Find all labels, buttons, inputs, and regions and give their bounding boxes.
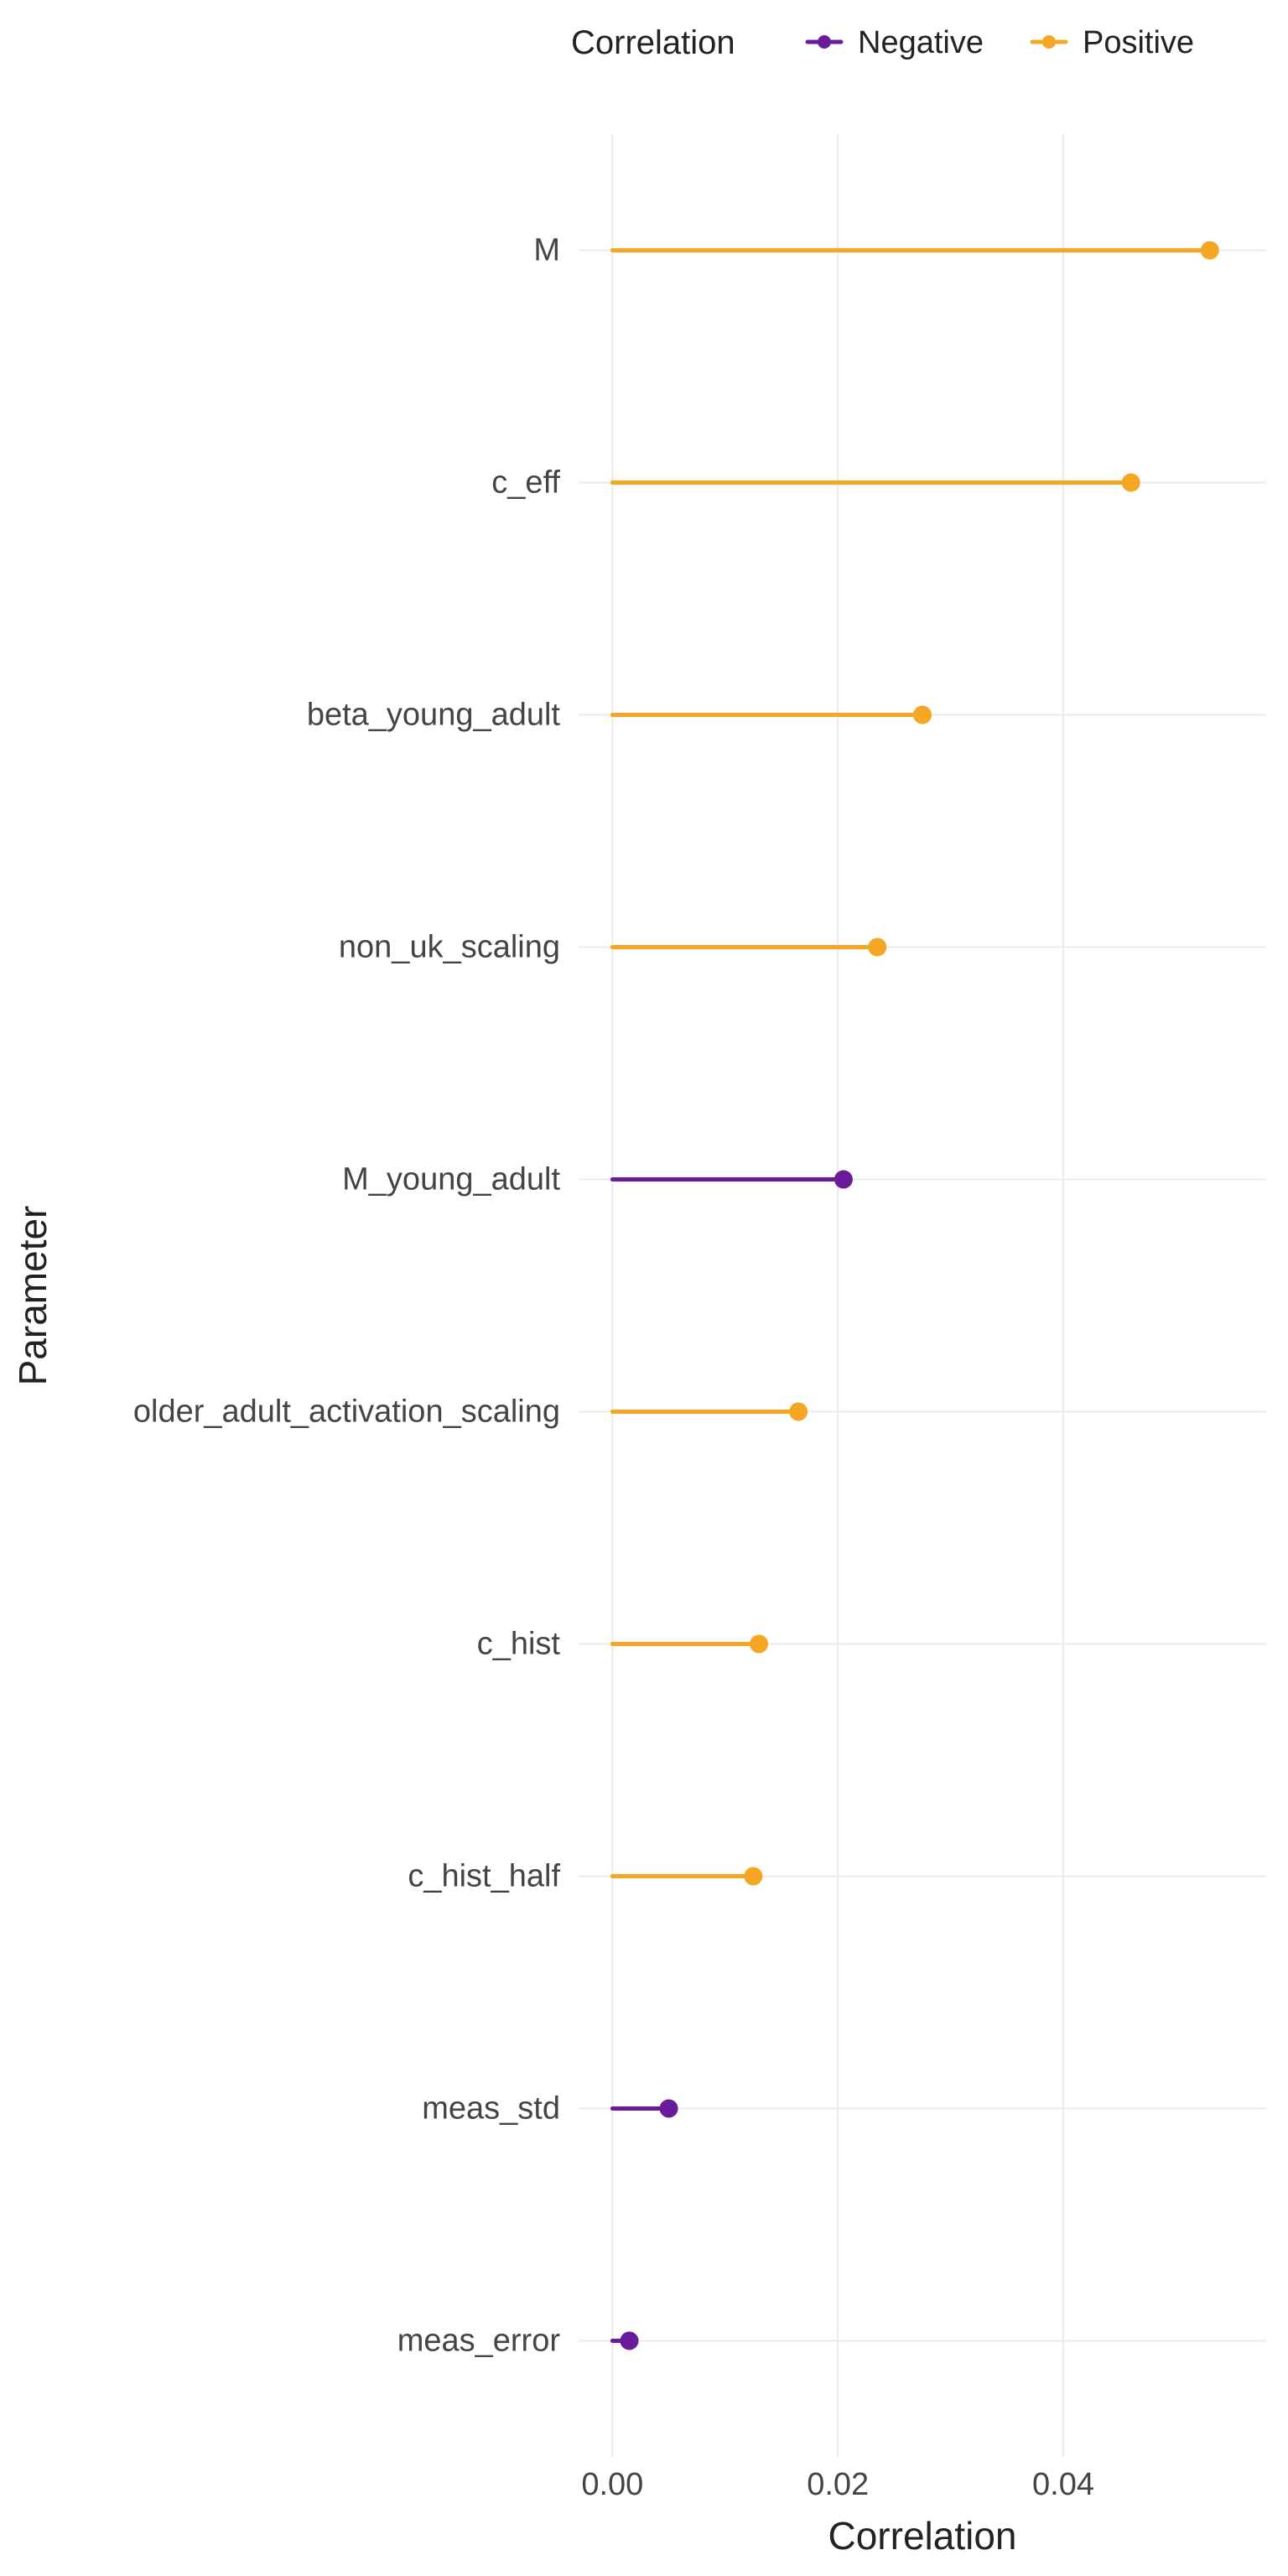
y-tick-label: c_hist [477,1627,561,1662]
lollipop-marker [660,2100,678,2118]
x-tick-label: 0.02 [807,2467,869,2502]
lollipop-marker [913,706,932,724]
legend-marker-dot [1042,35,1056,49]
y-axis-title: Parameter [11,1206,55,1386]
x-tick-label: 0.00 [581,2467,643,2502]
y-tick-label: c_hist_half [408,1859,560,1894]
lollipop-marker [789,1403,808,1421]
lollipop-marker [868,938,886,957]
lollipop-marker [620,2332,638,2350]
y-tick-label: M [533,233,560,268]
y-tick-label: M_young_adult [342,1162,560,1197]
correlation-lollipop-chart: 0.00 0.02 0.04 Mc_eff beta_young_adult non_uk… [0,0,1288,2576]
legend-item-label: Negative [858,25,984,60]
legend: Correlation Negative Positive [571,24,1194,61]
legend-title: Correlation [571,24,735,61]
y-tick-label: meas_std [422,2091,560,2127]
y-tick-label: beta_young_adult [307,698,561,733]
lollipop-marker [744,1867,762,1886]
x-tick-label: 0.04 [1032,2467,1094,2502]
lollipop-marker [1201,242,1219,260]
lollipop-marker [1122,474,1140,492]
legend-marker-dot [818,35,831,49]
y-tick-label: meas_error [397,2324,561,2359]
y-tick-label: older_adult_activation_scaling [133,1394,560,1430]
x-axis-title: Correlation [828,2514,1017,2558]
y-tick-label: c_eff [491,465,560,501]
lollipop-marker [750,1635,768,1654]
lollipop-marker [834,1171,853,1189]
legend-item-label: Positive [1083,25,1194,60]
y-tick-label: non_uk_scaling [339,930,560,965]
